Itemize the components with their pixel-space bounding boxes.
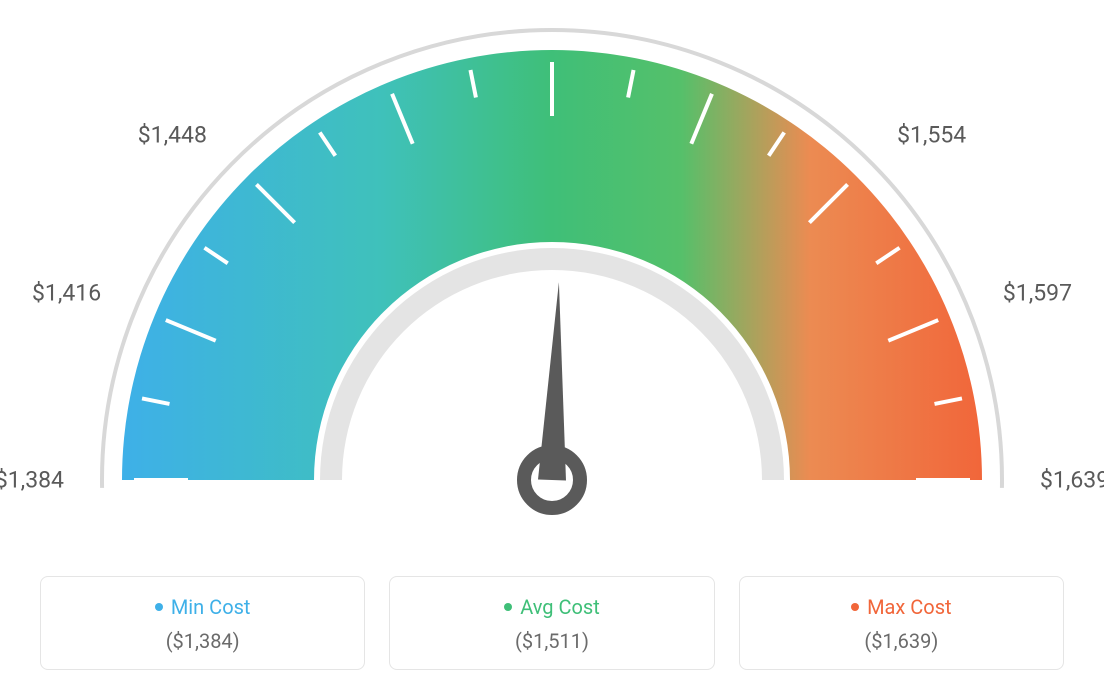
legend-value-max: ($1,639) (752, 629, 1051, 653)
gauge-scale-label: $1,554 (897, 121, 966, 148)
gauge-scale-label: $1,597 (1003, 280, 1072, 307)
legend-value-avg: ($1,511) (402, 629, 701, 653)
legend-title-max: Max Cost (851, 595, 952, 619)
legend-title-avg: Avg Cost (504, 595, 600, 619)
legend-dot-max (851, 603, 859, 611)
legend-card-max: Max Cost ($1,639) (739, 576, 1064, 670)
gauge-scale-label: $1,416 (32, 280, 101, 307)
gauge-area: $1,384$1,416$1,448$1,511$1,554$1,597$1,6… (0, 0, 1104, 560)
legend-dot-avg (504, 603, 512, 611)
legend-title-avg-text: Avg Cost (520, 595, 600, 619)
gauge-scale-label: $1,384 (0, 467, 64, 494)
gauge-scale-label: $1,639 (1040, 467, 1104, 494)
legend-card-avg: Avg Cost ($1,511) (389, 576, 714, 670)
legend-dot-min (155, 603, 163, 611)
legend-row: Min Cost ($1,384) Avg Cost ($1,511) Max … (0, 576, 1104, 690)
legend-title-min: Min Cost (155, 595, 251, 619)
gauge-chart-container: $1,384$1,416$1,448$1,511$1,554$1,597$1,6… (0, 0, 1104, 690)
legend-value-min: ($1,384) (53, 629, 352, 653)
legend-card-min: Min Cost ($1,384) (40, 576, 365, 670)
legend-title-max-text: Max Cost (867, 595, 952, 619)
legend-title-min-text: Min Cost (171, 595, 251, 619)
gauge-svg (0, 0, 1104, 560)
gauge-scale-label: $1,448 (138, 121, 207, 148)
